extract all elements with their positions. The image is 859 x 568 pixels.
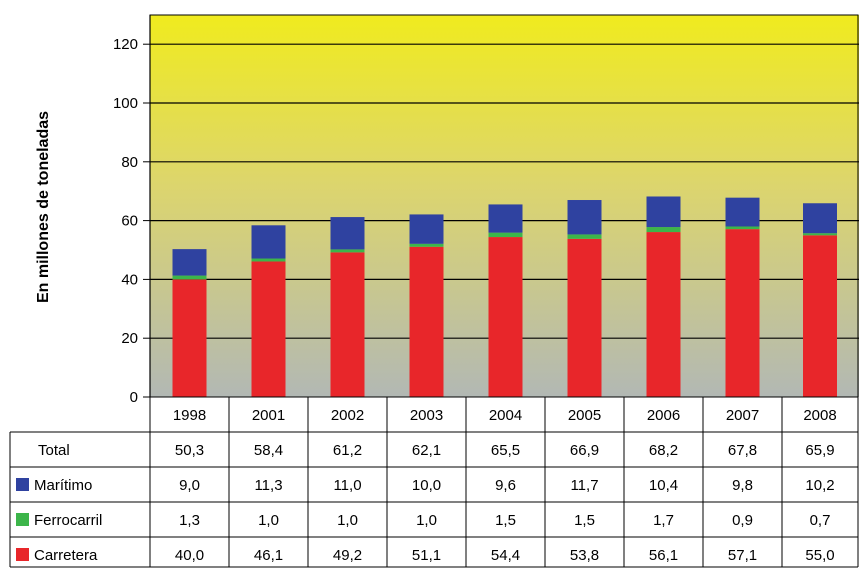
category-label-1998: 1998 — [173, 407, 206, 424]
category-label-2004: 2004 — [489, 407, 522, 424]
y-axis-label: En millones de toneladas — [35, 111, 52, 303]
cell-carretera-2007: 57,1 — [728, 547, 757, 564]
cell-marítimo-2007: 9,8 — [732, 477, 753, 494]
cell-carretera-2006: 56,1 — [649, 547, 678, 564]
bar-ferrocarril-2004 — [488, 232, 523, 238]
category-label-2003: 2003 — [410, 407, 443, 424]
y-tick-label-40: 40 — [121, 271, 138, 288]
cell-ferrocarril-2008: 0,7 — [810, 512, 831, 529]
data-table: 1998 2001 2002 2003 2004 2005 2006 2007 2008 Tota… — [9, 396, 859, 568]
bar-carretera-2006 — [646, 232, 681, 397]
cell-marítimo-2002: 11,0 — [333, 477, 361, 494]
legend-swatch-carretera — [16, 548, 29, 561]
cell-total-1998: 50,3 — [175, 442, 204, 459]
bar-marítimo-2002 — [330, 217, 365, 250]
bar-marítimo-2008 — [803, 203, 837, 234]
row-label-ferrocarril: Ferrocarril — [34, 512, 102, 529]
bar-ferrocarril-2002 — [330, 249, 365, 253]
y-tick-label-0: 0 — [130, 389, 138, 406]
category-label-2007: 2007 — [726, 407, 759, 424]
bar-marítimo-2005 — [567, 200, 602, 235]
cell-marítimo-2005: 11,7 — [570, 477, 598, 494]
cell-carretera-2005: 53,8 — [570, 547, 599, 564]
bar-carretera-2002 — [330, 252, 365, 397]
cell-ferrocarril-2002: 1,0 — [337, 512, 358, 529]
cell-ferrocarril-1998: 1,3 — [179, 512, 200, 529]
cell-marítimo-2004: 9,6 — [495, 477, 516, 494]
bar-ferrocarril-2008 — [803, 233, 837, 236]
bar-ferrocarril-2001 — [251, 258, 286, 262]
cell-total-2005: 66,9 — [570, 442, 599, 459]
bar-carretera-2003 — [409, 246, 444, 397]
bar-ferrocarril-2003 — [409, 243, 444, 247]
cell-total-2003: 62,1 — [412, 442, 441, 459]
y-tick-label-20: 20 — [121, 330, 138, 347]
bars — [172, 196, 837, 397]
cell-total-2002: 61,2 — [333, 442, 362, 459]
legend-swatch-ferrocarril — [16, 513, 29, 526]
bar-carretera-2007 — [725, 229, 760, 397]
cell-total-2001: 58,4 — [254, 442, 283, 459]
cell-total-2006: 68,2 — [649, 442, 678, 459]
cell-ferrocarril-2003: 1,0 — [416, 512, 437, 529]
y-tick-label-80: 80 — [121, 154, 138, 171]
bar-carretera-2004 — [488, 237, 523, 397]
cell-marítimo-2003: 10,0 — [412, 477, 441, 494]
bar-marítimo-1998 — [172, 249, 207, 276]
cell-carretera-2004: 54,4 — [491, 547, 520, 564]
cell-ferrocarril-2007: 0,9 — [732, 512, 753, 529]
cell-carretera-1998: 40,0 — [175, 547, 204, 564]
bar-marítimo-2003 — [409, 214, 444, 244]
category-label-2005: 2005 — [568, 407, 601, 424]
y-tick-label-60: 60 — [121, 213, 138, 230]
bar-ferrocarril-1998 — [172, 275, 207, 280]
category-label-2008: 2008 — [803, 407, 836, 424]
bar-ferrocarril-2006 — [646, 227, 681, 233]
cell-ferrocarril-2001: 1,0 — [258, 512, 279, 529]
cell-carretera-2001: 46,1 — [254, 547, 283, 564]
cell-carretera-2008: 55,0 — [805, 547, 834, 564]
cell-total-2008: 65,9 — [805, 442, 834, 459]
bar-carretera-2008 — [803, 235, 837, 397]
cell-marítimo-2006: 10,4 — [649, 477, 678, 494]
cell-total-2007: 67,8 — [728, 442, 757, 459]
y-tick-label-100: 100 — [113, 95, 138, 112]
bar-carretera-2001 — [251, 261, 286, 397]
category-label-2001: 2001 — [252, 407, 285, 424]
cell-ferrocarril-2005: 1,5 — [574, 512, 595, 529]
bar-marítimo-2007 — [725, 197, 760, 227]
category-label-2006: 2006 — [647, 407, 680, 424]
bar-carretera-1998 — [172, 279, 207, 397]
legend-swatch-marítimo — [16, 478, 29, 491]
cell-carretera-2003: 51,1 — [412, 547, 441, 564]
cell-marítimo-2008: 10,2 — [805, 477, 834, 494]
bar-marítimo-2004 — [488, 204, 523, 233]
cell-total-2004: 65,5 — [491, 442, 520, 459]
cell-marítimo-1998: 9,0 — [179, 477, 200, 494]
cell-marítimo-2001: 11,3 — [254, 477, 282, 494]
bar-ferrocarril-2005 — [567, 234, 602, 239]
bar-marítimo-2001 — [251, 225, 286, 259]
cell-ferrocarril-2004: 1,5 — [495, 512, 516, 529]
y-tick-label-120: 120 — [113, 36, 138, 53]
category-label-2002: 2002 — [331, 407, 364, 424]
cell-carretera-2002: 49,2 — [333, 547, 362, 564]
bar-marítimo-2006 — [646, 196, 681, 228]
row-label-marítimo: Marítimo — [34, 477, 92, 494]
bar-ferrocarril-2007 — [725, 226, 760, 230]
bar-carretera-2005 — [567, 238, 602, 397]
cell-ferrocarril-2006: 1,7 — [653, 512, 674, 529]
row-label-carretera: Carretera — [34, 547, 98, 564]
row-label-total: Total — [38, 442, 70, 459]
